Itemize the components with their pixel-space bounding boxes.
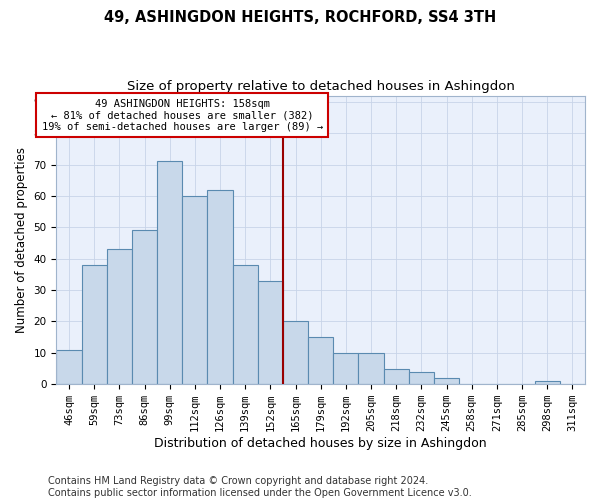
Bar: [233, 265, 258, 384]
Text: 49 ASHINGDON HEIGHTS: 158sqm
← 81% of detached houses are smaller (382)
19% of s: 49 ASHINGDON HEIGHTS: 158sqm ← 81% of de…: [41, 98, 323, 132]
Bar: [157, 162, 182, 384]
Bar: [535, 381, 560, 384]
Text: 49, ASHINGDON HEIGHTS, ROCHFORD, SS4 3TH: 49, ASHINGDON HEIGHTS, ROCHFORD, SS4 3TH: [104, 10, 496, 25]
Bar: [383, 368, 409, 384]
Bar: [182, 196, 208, 384]
Bar: [358, 353, 383, 384]
Bar: [308, 337, 333, 384]
Bar: [208, 190, 233, 384]
Bar: [409, 372, 434, 384]
Text: Contains HM Land Registry data © Crown copyright and database right 2024.
Contai: Contains HM Land Registry data © Crown c…: [48, 476, 472, 498]
Bar: [283, 322, 308, 384]
Title: Size of property relative to detached houses in Ashingdon: Size of property relative to detached ho…: [127, 80, 515, 93]
Y-axis label: Number of detached properties: Number of detached properties: [15, 147, 28, 333]
Bar: [333, 353, 358, 384]
Bar: [56, 350, 82, 384]
Bar: [258, 280, 283, 384]
Bar: [434, 378, 459, 384]
Bar: [132, 230, 157, 384]
X-axis label: Distribution of detached houses by size in Ashingdon: Distribution of detached houses by size …: [154, 437, 487, 450]
Bar: [82, 265, 107, 384]
Bar: [107, 250, 132, 384]
